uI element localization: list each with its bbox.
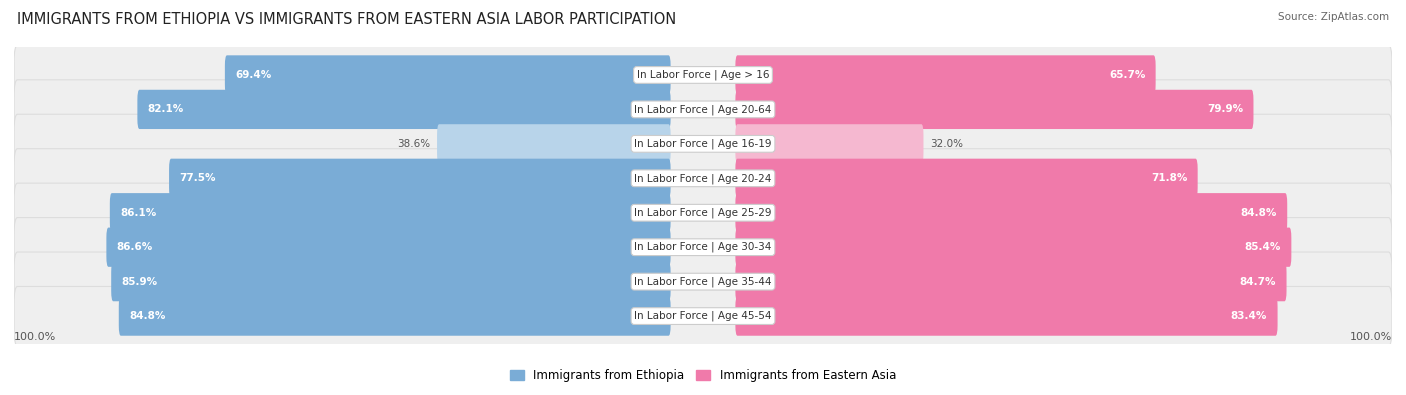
Text: 100.0%: 100.0%	[1350, 333, 1392, 342]
FancyBboxPatch shape	[14, 183, 1392, 243]
Text: In Labor Force | Age 16-19: In Labor Force | Age 16-19	[634, 139, 772, 149]
Text: 77.5%: 77.5%	[180, 173, 217, 183]
Text: 71.8%: 71.8%	[1152, 173, 1187, 183]
Text: 86.1%: 86.1%	[120, 208, 156, 218]
Text: 84.8%: 84.8%	[129, 311, 166, 321]
FancyBboxPatch shape	[735, 159, 1198, 198]
FancyBboxPatch shape	[138, 90, 671, 129]
Text: 69.4%: 69.4%	[235, 70, 271, 80]
Text: In Labor Force | Age 45-54: In Labor Force | Age 45-54	[634, 311, 772, 322]
Text: IMMIGRANTS FROM ETHIOPIA VS IMMIGRANTS FROM EASTERN ASIA LABOR PARTICIPATION: IMMIGRANTS FROM ETHIOPIA VS IMMIGRANTS F…	[17, 12, 676, 27]
Text: 86.6%: 86.6%	[117, 242, 153, 252]
Legend: Immigrants from Ethiopia, Immigrants from Eastern Asia: Immigrants from Ethiopia, Immigrants fro…	[510, 369, 896, 382]
Text: 79.9%: 79.9%	[1206, 104, 1243, 115]
FancyBboxPatch shape	[110, 193, 671, 232]
Text: In Labor Force | Age 35-44: In Labor Force | Age 35-44	[634, 276, 772, 287]
FancyBboxPatch shape	[14, 80, 1392, 139]
Text: In Labor Force | Age 30-34: In Labor Force | Age 30-34	[634, 242, 772, 252]
Text: In Labor Force | Age 20-64: In Labor Force | Age 20-64	[634, 104, 772, 115]
Text: In Labor Force | Age > 16: In Labor Force | Age > 16	[637, 70, 769, 80]
FancyBboxPatch shape	[225, 55, 671, 94]
Text: 65.7%: 65.7%	[1109, 70, 1146, 80]
FancyBboxPatch shape	[735, 262, 1286, 301]
FancyBboxPatch shape	[735, 124, 924, 164]
FancyBboxPatch shape	[735, 90, 1254, 129]
FancyBboxPatch shape	[107, 228, 671, 267]
FancyBboxPatch shape	[735, 228, 1291, 267]
Text: 85.9%: 85.9%	[121, 276, 157, 287]
FancyBboxPatch shape	[118, 297, 671, 336]
Text: 83.4%: 83.4%	[1230, 311, 1267, 321]
FancyBboxPatch shape	[14, 114, 1392, 173]
FancyBboxPatch shape	[735, 193, 1288, 232]
FancyBboxPatch shape	[14, 252, 1392, 311]
Text: 82.1%: 82.1%	[148, 104, 184, 115]
Text: Source: ZipAtlas.com: Source: ZipAtlas.com	[1278, 12, 1389, 22]
FancyBboxPatch shape	[14, 286, 1392, 346]
Text: 85.4%: 85.4%	[1244, 242, 1281, 252]
FancyBboxPatch shape	[735, 297, 1278, 336]
FancyBboxPatch shape	[735, 55, 1156, 94]
FancyBboxPatch shape	[14, 149, 1392, 208]
FancyBboxPatch shape	[169, 159, 671, 198]
Text: 100.0%: 100.0%	[14, 333, 56, 342]
Text: 32.0%: 32.0%	[931, 139, 963, 149]
Text: In Labor Force | Age 20-24: In Labor Force | Age 20-24	[634, 173, 772, 184]
Text: 38.6%: 38.6%	[396, 139, 430, 149]
FancyBboxPatch shape	[437, 124, 671, 164]
Text: 84.8%: 84.8%	[1240, 208, 1277, 218]
Text: 84.7%: 84.7%	[1240, 276, 1277, 287]
FancyBboxPatch shape	[111, 262, 671, 301]
FancyBboxPatch shape	[14, 45, 1392, 105]
Text: In Labor Force | Age 25-29: In Labor Force | Age 25-29	[634, 207, 772, 218]
FancyBboxPatch shape	[14, 218, 1392, 277]
